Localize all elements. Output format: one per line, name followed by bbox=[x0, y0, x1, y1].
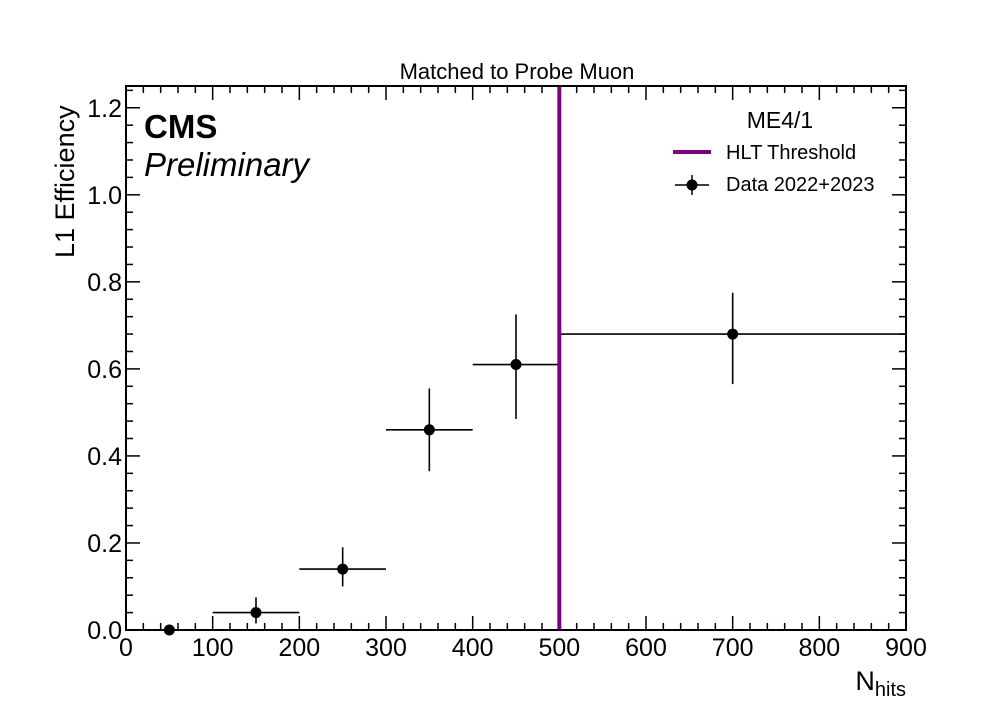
axis-tick-labels: 0 100 200 300 400 500 600 700 800 900 0.0 0.2 0.4 0.6… bbox=[87, 95, 927, 662]
y-tick-label: 0.0 bbox=[87, 617, 122, 645]
x-tick-label: 500 bbox=[538, 634, 580, 662]
legend-data-marker bbox=[686, 179, 698, 191]
x-tick-label: 900 bbox=[885, 634, 927, 662]
data-series bbox=[126, 86, 906, 636]
data-point bbox=[727, 328, 739, 340]
x-tick-label: 600 bbox=[625, 634, 667, 662]
y-tick-label: 1.0 bbox=[87, 182, 122, 210]
data-point bbox=[423, 424, 435, 436]
x-tick-label: 0 bbox=[119, 634, 133, 662]
y-axis-title: L1 Efficiency bbox=[50, 105, 80, 258]
y-tick-label: 0.4 bbox=[87, 443, 122, 471]
data-point bbox=[510, 359, 522, 371]
cms-label: CMS bbox=[144, 108, 217, 145]
x-tick-label: 200 bbox=[278, 634, 320, 662]
x-tick-label: 400 bbox=[452, 634, 494, 662]
x-tick-label: 300 bbox=[365, 634, 407, 662]
y-tick-label: 0.6 bbox=[87, 356, 122, 384]
y-tick-label: 0.2 bbox=[87, 530, 122, 558]
y-tick-label: 0.8 bbox=[87, 269, 122, 297]
data-point bbox=[337, 563, 349, 575]
axis-ticks bbox=[125, 86, 907, 631]
x-tick-label: 100 bbox=[192, 634, 234, 662]
legend: ME4/1 HLT Threshold Data 2022+2023 bbox=[673, 107, 874, 196]
legend-data-label: Data 2022+2023 bbox=[726, 174, 874, 196]
y-tick-label: 1.2 bbox=[87, 95, 122, 123]
plot-frame bbox=[125, 85, 907, 631]
x-tick-label: 700 bbox=[712, 634, 754, 662]
legend-threshold-label: HLT Threshold bbox=[726, 142, 856, 164]
x-axis-title: Nhits bbox=[855, 666, 906, 701]
data-point bbox=[250, 607, 262, 619]
x-axis-title-main: N bbox=[855, 666, 875, 696]
preliminary-label: Preliminary bbox=[144, 146, 312, 183]
x-tick-label: 800 bbox=[798, 634, 840, 662]
chart-title: Matched to Probe Muon bbox=[400, 59, 635, 84]
x-axis-title-subscript: hits bbox=[875, 679, 906, 701]
legend-header: ME4/1 bbox=[747, 107, 813, 133]
